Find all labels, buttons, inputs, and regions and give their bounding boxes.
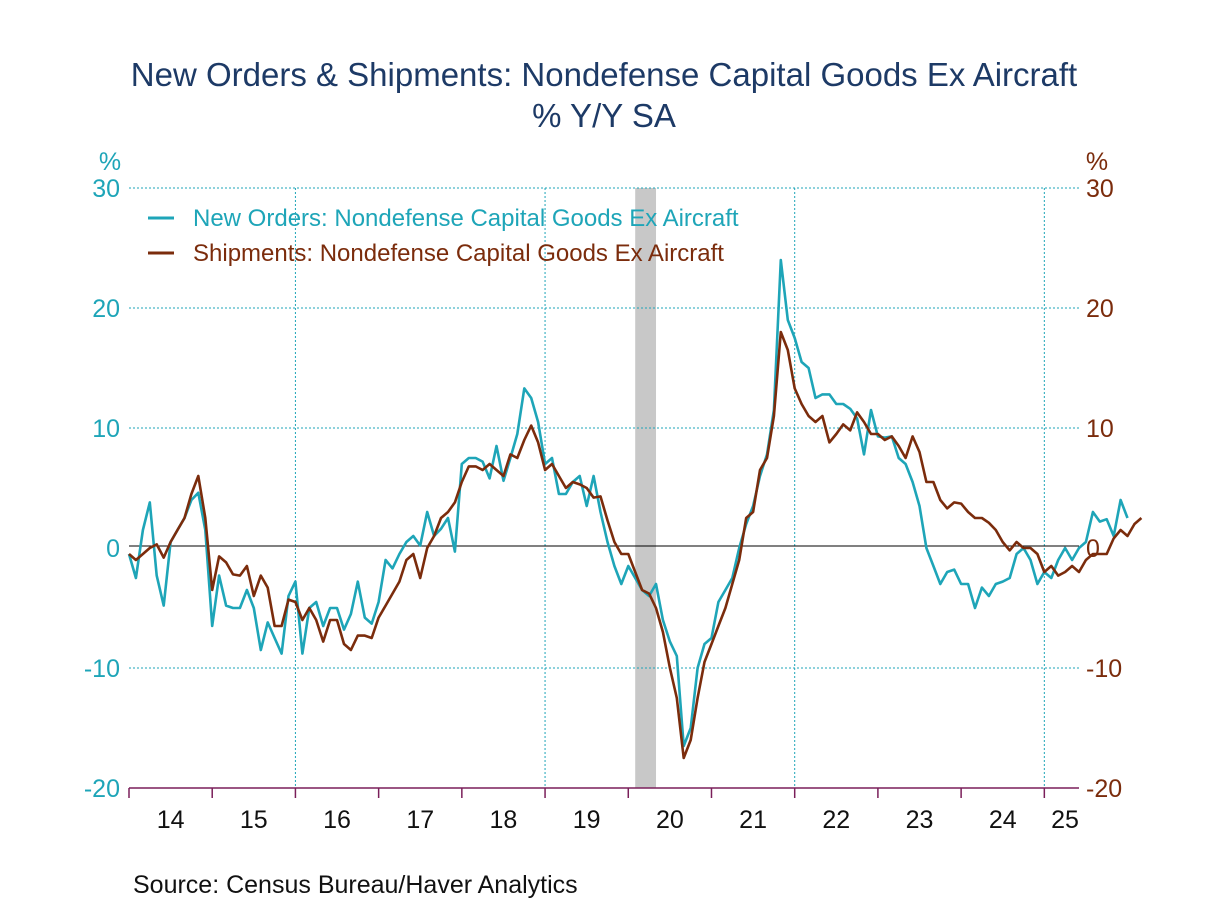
chart-title: New Orders & Shipments: Nondefense Capit… <box>130 56 1078 93</box>
series-line-new-orders <box>127 258 1129 748</box>
x-tick-label: 15 <box>240 806 268 834</box>
x-tick-label: 18 <box>490 806 518 834</box>
y-tick-label-right: 30 <box>1086 175 1114 203</box>
y-tick-label-right: -20 <box>1086 775 1122 803</box>
x-tick-label: 17 <box>406 806 434 834</box>
x-tick-label: 19 <box>573 806 601 834</box>
x-tick-label: 24 <box>989 806 1017 834</box>
legend-item-new-orders: New Orders: Nondefense Capital Goods Ex … <box>193 205 739 232</box>
y-tick-label-left: 0 <box>106 535 120 563</box>
y-tick-label-left: -10 <box>84 655 120 683</box>
source-note: Source: Census Bureau/Haver Analytics <box>133 871 578 899</box>
x-tick-label: 25 <box>1051 806 1079 834</box>
left-axis-unit: % <box>99 148 121 176</box>
y-tick-label-left: 20 <box>92 295 120 323</box>
legend-item-shipments: Shipments: Nondefense Capital Goods Ex A… <box>193 240 724 267</box>
y-tick-label-left: -20 <box>84 775 120 803</box>
x-tick-label: 20 <box>656 806 684 834</box>
x-tick-label: 16 <box>323 806 351 834</box>
y-tick-label-right: 20 <box>1086 295 1114 323</box>
x-tick-label: 21 <box>739 806 767 834</box>
x-tick-label: 23 <box>906 806 934 834</box>
y-tick-label-left: 30 <box>92 175 120 203</box>
series-line-shipments <box>128 330 1143 760</box>
y-tick-label-right: 10 <box>1086 415 1114 443</box>
right-axis-unit: % <box>1086 148 1108 176</box>
x-tick-label: 22 <box>822 806 850 834</box>
x-tick-label: 14 <box>157 806 185 834</box>
recession-band <box>635 188 657 788</box>
chart-subtitle: % Y/Y SA <box>532 97 676 134</box>
y-tick-label-right: -10 <box>1086 655 1122 683</box>
y-tick-label-left: 10 <box>92 415 120 443</box>
